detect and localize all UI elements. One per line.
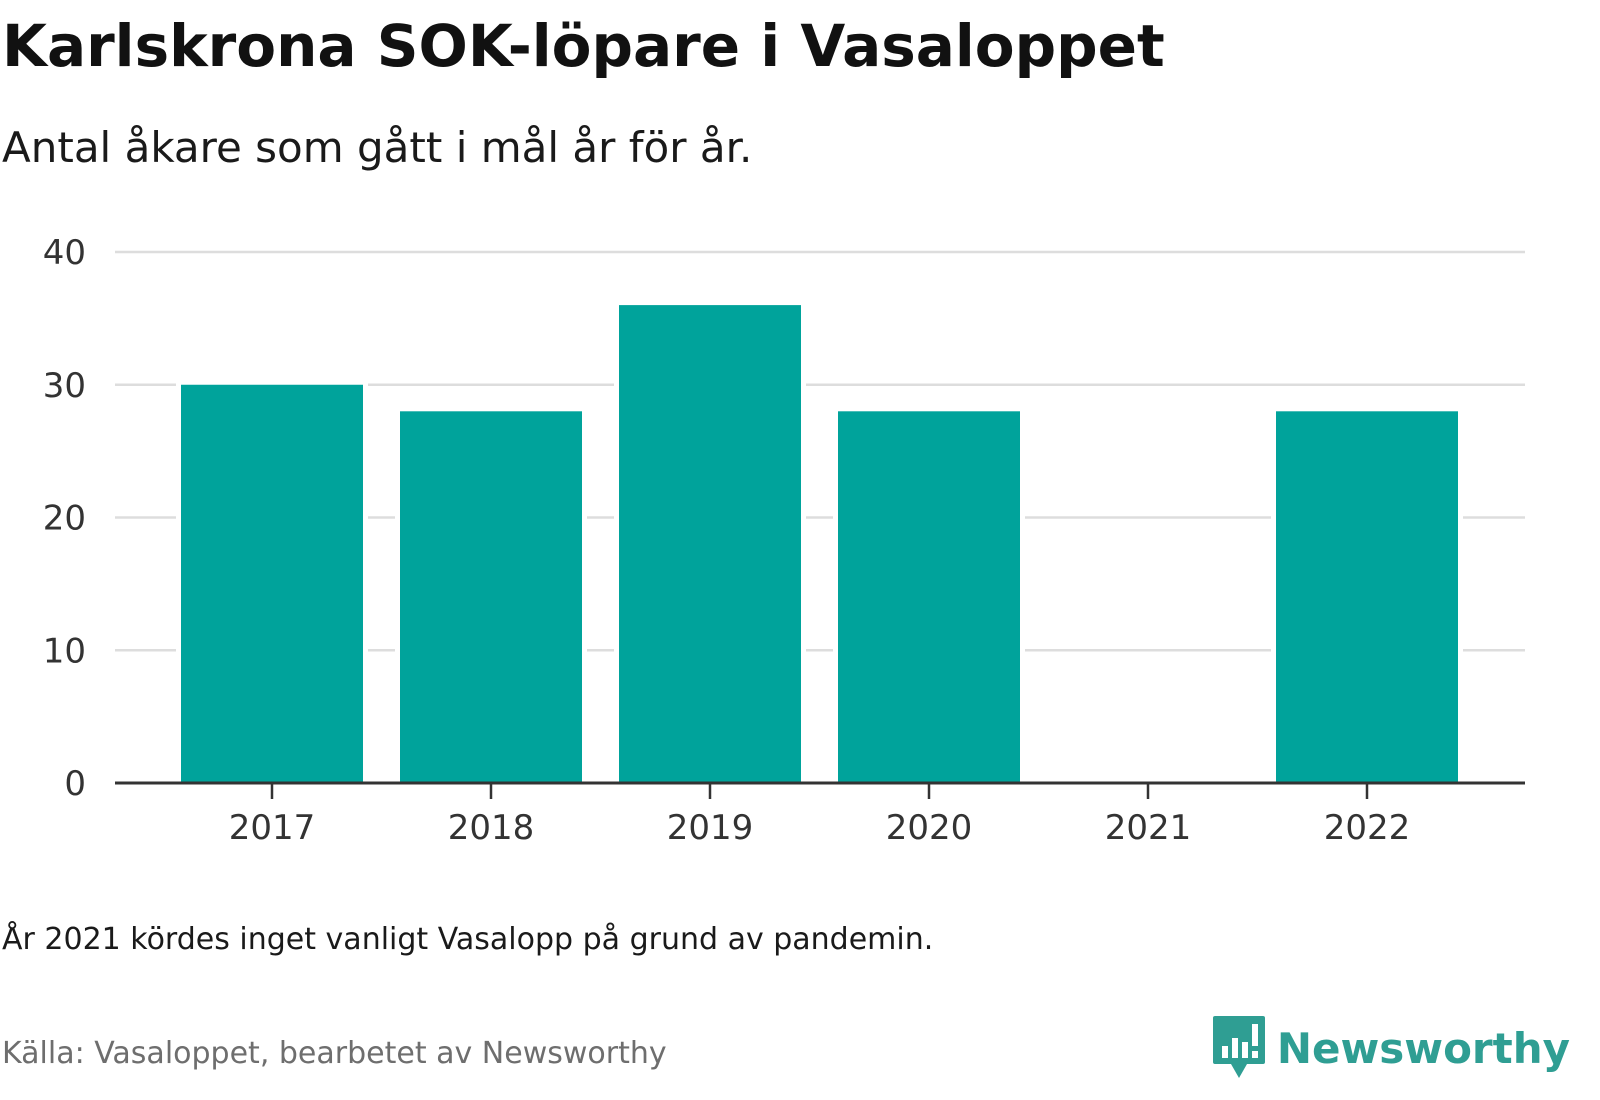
y-tick-label: 40	[43, 233, 86, 273]
y-tick-label: 20	[43, 499, 86, 539]
x-tick-label: 2020	[886, 808, 973, 848]
bar	[400, 411, 582, 783]
brand-name: Newsworthy	[1276, 1023, 1570, 1073]
bar	[619, 305, 801, 783]
source-text: Källa: Vasaloppet, bearbetet av Newswort…	[2, 1036, 667, 1071]
chart-note: År 2021 kördes inget vanligt Vasalopp på…	[2, 922, 934, 957]
x-tick-label: 2022	[1324, 808, 1411, 848]
newsworthy-logo-icon	[1212, 1016, 1265, 1078]
bars	[176, 303, 1463, 783]
chart-title: Karlskrona SOK-löpare i Vasaloppet	[2, 12, 1165, 80]
x-tick-label: 2021	[1105, 808, 1192, 848]
bar	[1276, 411, 1458, 783]
x-tick-label: 2017	[229, 808, 316, 848]
x-tick-label: 2019	[667, 808, 754, 848]
y-axis-ticks: 0 10 20 30 40	[43, 233, 86, 804]
y-tick-label: 30	[43, 366, 86, 406]
bar	[838, 411, 1020, 783]
x-tick-label: 2018	[448, 808, 535, 848]
bar	[181, 384, 363, 783]
chart-subtitle: Antal åkare som gått i mål år för år.	[2, 123, 753, 172]
y-tick-label: 10	[43, 631, 86, 671]
x-axis-ticks: 2017 2018 2019 2020 2021 2022	[229, 783, 1411, 848]
bar-chart: 0 10 20 30 40 2017 2018 2019 2020 2021 2022	[43, 233, 1525, 848]
brand-logo: Newsworthy	[1211, 1014, 1570, 1082]
y-tick-label: 0	[64, 764, 86, 804]
